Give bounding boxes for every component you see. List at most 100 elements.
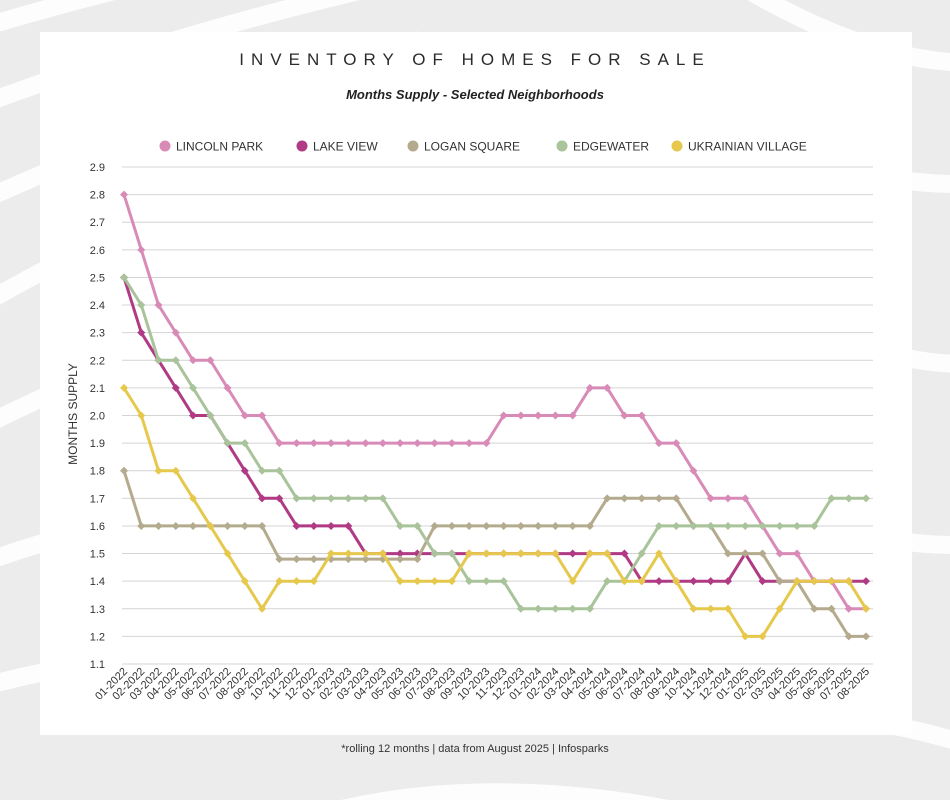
data-point — [568, 549, 577, 558]
y-tick-label: 1.9 — [90, 438, 105, 450]
data-point — [309, 521, 318, 530]
series-edgewater — [120, 273, 870, 613]
data-point — [758, 549, 767, 558]
data-point — [741, 494, 750, 503]
data-point — [258, 411, 267, 420]
data-point — [396, 555, 405, 564]
data-point — [275, 466, 284, 475]
data-point — [585, 604, 594, 613]
data-point — [327, 494, 336, 503]
data-point — [396, 521, 405, 530]
y-tick-label: 1.2 — [90, 631, 105, 643]
data-point — [447, 549, 456, 558]
data-point — [672, 439, 681, 448]
data-point — [637, 411, 646, 420]
data-point — [327, 549, 336, 558]
data-point — [585, 521, 594, 530]
data-point — [862, 632, 870, 641]
legend-marker — [407, 140, 419, 152]
data-point — [120, 190, 128, 199]
legend-marker — [556, 140, 568, 152]
data-point — [603, 549, 612, 558]
data-point — [396, 577, 405, 586]
data-point — [309, 555, 318, 564]
data-point — [465, 439, 474, 448]
data-point — [654, 439, 663, 448]
data-point — [723, 577, 732, 586]
data-point — [361, 549, 370, 558]
data-point — [654, 549, 663, 558]
chart-subtitle: Months Supply - Selected Neighborhoods — [346, 87, 604, 102]
data-point — [189, 356, 198, 365]
data-point — [516, 549, 525, 558]
y-tick-label: 2.4 — [90, 300, 105, 312]
y-tick-label: 1.8 — [90, 466, 105, 478]
series-lines — [120, 190, 870, 641]
data-point — [327, 521, 336, 530]
data-point — [672, 521, 681, 530]
data-point — [499, 577, 508, 586]
data-point — [534, 549, 543, 558]
data-point — [844, 632, 853, 641]
data-point — [309, 577, 318, 586]
y-tick-label: 2.7 — [90, 217, 105, 229]
y-tick-label: 2.3 — [90, 328, 105, 340]
data-point — [568, 577, 577, 586]
data-point — [223, 383, 232, 392]
series-line — [122, 194, 866, 611]
data-point — [465, 549, 474, 558]
data-point — [292, 439, 301, 448]
data-point — [447, 439, 456, 448]
data-point — [189, 383, 198, 392]
data-point — [741, 521, 750, 530]
data-point — [551, 604, 560, 613]
data-point — [275, 494, 284, 503]
data-point — [603, 494, 612, 503]
data-point — [723, 494, 732, 503]
data-point — [137, 521, 146, 530]
data-point — [810, 577, 819, 586]
data-point — [654, 521, 663, 530]
data-point — [775, 549, 784, 558]
data-point — [758, 577, 767, 586]
data-point — [465, 521, 474, 530]
data-point — [654, 577, 663, 586]
data-point — [378, 494, 387, 503]
data-point — [810, 521, 819, 530]
data-point — [137, 411, 146, 420]
data-point — [189, 411, 198, 420]
data-point — [240, 439, 249, 448]
data-point — [137, 301, 146, 310]
data-point — [775, 604, 784, 613]
data-point — [516, 604, 525, 613]
data-point — [844, 494, 853, 503]
data-point — [723, 549, 732, 558]
data-point — [706, 577, 715, 586]
data-point — [258, 466, 267, 475]
data-point — [378, 439, 387, 448]
data-point — [585, 383, 594, 392]
series-lincoln-park — [120, 190, 870, 613]
data-point — [171, 521, 180, 530]
data-point — [620, 577, 629, 586]
data-point — [568, 521, 577, 530]
y-tick-label: 2.5 — [90, 272, 105, 284]
data-point — [275, 577, 284, 586]
y-tick-label: 2.2 — [90, 355, 105, 367]
data-point — [309, 494, 318, 503]
data-point — [844, 577, 853, 586]
data-point — [275, 555, 284, 564]
data-point — [741, 549, 750, 558]
data-point — [534, 604, 543, 613]
legend-item: EDGEWATER — [556, 140, 649, 154]
data-point — [499, 521, 508, 530]
data-point — [775, 577, 784, 586]
chart-card — [40, 32, 912, 735]
data-point — [723, 604, 732, 613]
data-point — [361, 439, 370, 448]
data-point — [189, 494, 198, 503]
data-point — [689, 521, 698, 530]
data-point — [827, 494, 836, 503]
legend-label: LAKE VIEW — [313, 140, 378, 154]
